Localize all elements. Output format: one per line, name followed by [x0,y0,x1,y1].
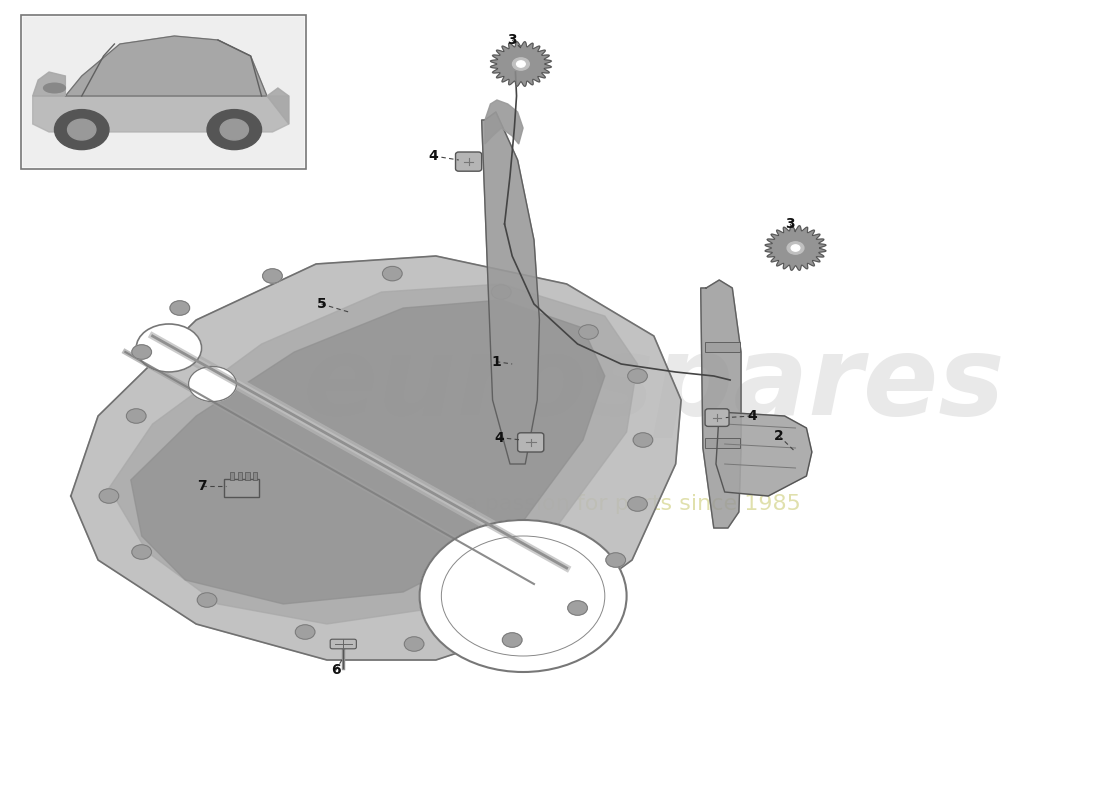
Circle shape [419,520,627,672]
Polygon shape [485,100,524,144]
Polygon shape [33,72,65,96]
Circle shape [503,633,522,647]
Polygon shape [716,412,812,496]
FancyBboxPatch shape [330,639,356,649]
Circle shape [606,553,626,567]
Polygon shape [766,226,826,270]
Text: 7: 7 [197,479,207,494]
Polygon shape [70,256,681,660]
Ellipse shape [44,83,65,93]
Text: a passion for parts since 1985: a passion for parts since 1985 [463,494,801,514]
Text: 4: 4 [747,409,757,423]
FancyBboxPatch shape [705,409,729,426]
Circle shape [67,119,96,140]
Text: 4: 4 [494,430,504,445]
Text: eurospares: eurospares [302,330,1005,438]
Polygon shape [701,280,741,528]
Circle shape [628,497,647,511]
Circle shape [788,242,804,254]
Circle shape [513,58,529,70]
Polygon shape [267,88,289,124]
Bar [705,342,740,352]
Circle shape [55,110,109,150]
Circle shape [170,301,189,315]
Circle shape [263,269,283,283]
Circle shape [126,409,146,423]
FancyBboxPatch shape [224,479,260,497]
Text: 4: 4 [429,149,439,163]
Circle shape [188,366,236,402]
Polygon shape [65,36,267,96]
Circle shape [383,266,403,281]
Circle shape [220,119,249,140]
Text: 6: 6 [331,663,341,678]
Circle shape [517,61,525,67]
Text: 5: 5 [317,297,327,311]
FancyBboxPatch shape [21,15,306,169]
Polygon shape [109,284,638,624]
Polygon shape [491,42,551,86]
Polygon shape [482,112,539,464]
Bar [705,438,740,448]
Circle shape [99,489,119,503]
Bar [238,472,242,480]
Circle shape [132,545,152,559]
FancyBboxPatch shape [23,17,304,167]
Circle shape [568,601,587,615]
Circle shape [207,110,262,150]
Circle shape [132,345,152,359]
Text: 3: 3 [785,217,795,231]
Bar [253,472,257,480]
Text: 3: 3 [507,33,517,47]
Polygon shape [131,300,605,604]
Circle shape [628,369,647,383]
Circle shape [295,625,315,639]
Bar [230,472,234,480]
Text: 1: 1 [491,354,501,369]
FancyBboxPatch shape [518,433,543,452]
Circle shape [197,593,217,607]
Circle shape [405,637,424,651]
Bar [245,472,250,480]
Circle shape [791,245,800,251]
Circle shape [492,285,512,299]
Circle shape [579,325,598,339]
Circle shape [634,433,652,447]
Polygon shape [33,96,289,132]
FancyBboxPatch shape [455,152,482,171]
Text: 2: 2 [774,429,784,443]
Circle shape [136,324,201,372]
